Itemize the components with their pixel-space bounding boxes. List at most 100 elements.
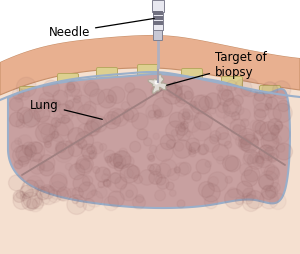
- Circle shape: [27, 199, 38, 209]
- Circle shape: [77, 104, 96, 124]
- Circle shape: [72, 187, 83, 199]
- Circle shape: [262, 82, 278, 98]
- Circle shape: [169, 112, 185, 128]
- Circle shape: [169, 190, 176, 196]
- Circle shape: [76, 131, 94, 150]
- Circle shape: [264, 146, 279, 161]
- Circle shape: [178, 124, 186, 132]
- Circle shape: [51, 118, 61, 127]
- Circle shape: [38, 116, 57, 135]
- Circle shape: [160, 134, 176, 150]
- Circle shape: [114, 156, 126, 168]
- Circle shape: [169, 85, 182, 98]
- Circle shape: [108, 191, 124, 207]
- Circle shape: [78, 139, 87, 148]
- Circle shape: [21, 192, 40, 211]
- Circle shape: [98, 181, 104, 188]
- Circle shape: [218, 102, 228, 113]
- Circle shape: [264, 165, 279, 179]
- Bar: [152, 0, 164, 12]
- Circle shape: [194, 95, 211, 112]
- Circle shape: [107, 153, 122, 168]
- Circle shape: [273, 81, 291, 99]
- Circle shape: [85, 82, 99, 97]
- Polygon shape: [148, 74, 167, 93]
- Circle shape: [95, 167, 110, 182]
- Circle shape: [13, 146, 32, 165]
- Circle shape: [176, 86, 194, 104]
- Circle shape: [25, 142, 45, 161]
- Circle shape: [165, 83, 177, 96]
- Circle shape: [217, 85, 223, 91]
- Circle shape: [179, 162, 191, 175]
- Polygon shape: [0, 0, 300, 62]
- Circle shape: [175, 97, 185, 107]
- Circle shape: [57, 187, 71, 201]
- Circle shape: [72, 198, 79, 204]
- Circle shape: [216, 127, 229, 140]
- Circle shape: [232, 95, 243, 106]
- Circle shape: [68, 128, 85, 145]
- Circle shape: [76, 155, 93, 173]
- Circle shape: [270, 193, 286, 210]
- Circle shape: [55, 117, 74, 136]
- Bar: [153, 10, 163, 30]
- Circle shape: [143, 138, 152, 146]
- Circle shape: [23, 109, 40, 127]
- Circle shape: [173, 140, 192, 158]
- Circle shape: [277, 144, 285, 152]
- Bar: [153, 16, 163, 20]
- Circle shape: [20, 185, 33, 199]
- Circle shape: [262, 185, 276, 200]
- Circle shape: [212, 144, 229, 161]
- Circle shape: [11, 140, 23, 152]
- Circle shape: [30, 159, 45, 174]
- Circle shape: [33, 153, 42, 162]
- Circle shape: [22, 142, 36, 155]
- Circle shape: [66, 99, 83, 116]
- Circle shape: [54, 100, 61, 107]
- Circle shape: [69, 164, 85, 180]
- Circle shape: [61, 115, 70, 123]
- Circle shape: [204, 137, 219, 152]
- Circle shape: [76, 199, 84, 208]
- Circle shape: [125, 83, 135, 92]
- Circle shape: [232, 125, 247, 140]
- Circle shape: [237, 181, 253, 197]
- Circle shape: [16, 191, 24, 199]
- Circle shape: [224, 141, 232, 148]
- Circle shape: [231, 112, 240, 120]
- Circle shape: [181, 121, 188, 129]
- Circle shape: [190, 95, 209, 114]
- Circle shape: [175, 82, 182, 90]
- Circle shape: [247, 152, 264, 169]
- Circle shape: [34, 106, 50, 122]
- Circle shape: [221, 90, 233, 102]
- Circle shape: [156, 163, 171, 178]
- Circle shape: [50, 174, 67, 192]
- Circle shape: [148, 155, 155, 162]
- Circle shape: [87, 146, 95, 154]
- Circle shape: [111, 109, 129, 126]
- Circle shape: [79, 182, 96, 199]
- Circle shape: [149, 145, 157, 153]
- Circle shape: [268, 109, 281, 122]
- Circle shape: [226, 80, 237, 91]
- Circle shape: [225, 189, 244, 209]
- Circle shape: [260, 122, 279, 141]
- Circle shape: [106, 95, 114, 103]
- Circle shape: [40, 185, 55, 199]
- Circle shape: [189, 101, 196, 108]
- Circle shape: [204, 196, 218, 209]
- Circle shape: [189, 142, 200, 153]
- Circle shape: [44, 134, 64, 154]
- Circle shape: [9, 112, 24, 127]
- Circle shape: [22, 180, 39, 197]
- Circle shape: [273, 103, 292, 122]
- Circle shape: [43, 136, 52, 145]
- Circle shape: [16, 119, 25, 128]
- Circle shape: [110, 173, 121, 184]
- Circle shape: [241, 170, 258, 187]
- Circle shape: [154, 109, 164, 119]
- Circle shape: [194, 111, 213, 130]
